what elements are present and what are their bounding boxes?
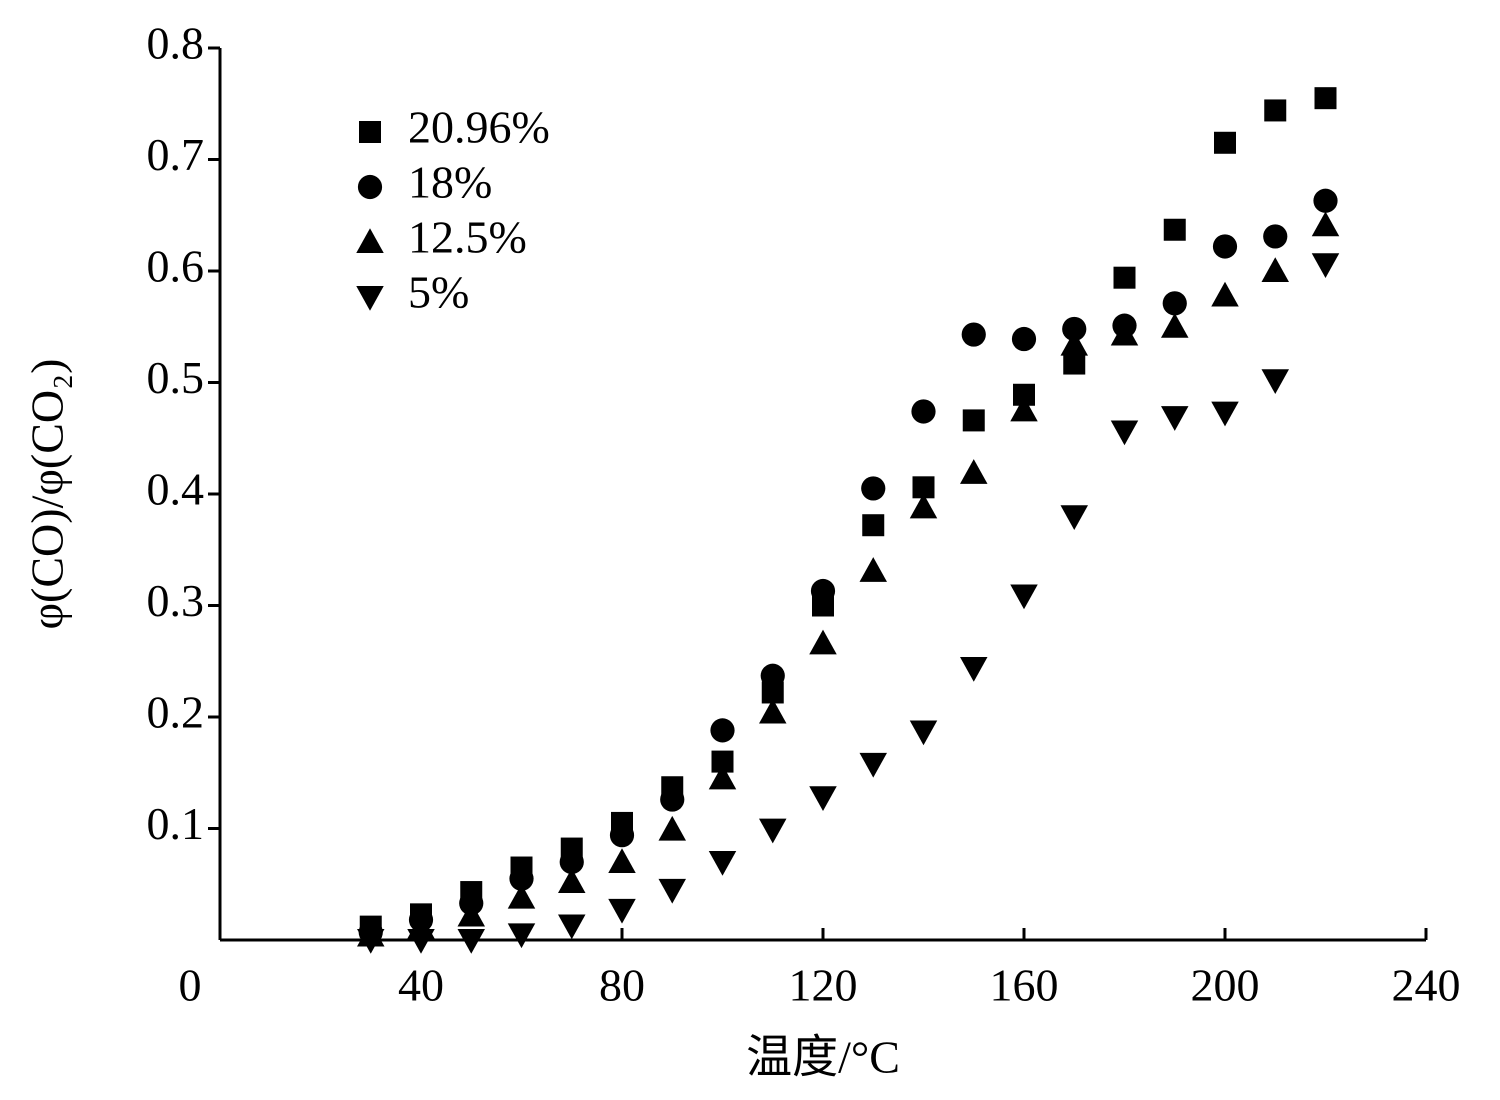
point <box>407 929 435 954</box>
point <box>1163 218 1186 241</box>
point <box>911 399 936 424</box>
y-tick-label: 0.7 <box>147 129 205 180</box>
x-axis-label: 温度/°C <box>746 1032 900 1083</box>
y-tick-label: 0.8 <box>147 18 205 69</box>
point <box>1211 281 1239 307</box>
point <box>1214 131 1236 154</box>
point <box>1113 266 1136 289</box>
point <box>859 752 887 778</box>
legend-label: 20.96% <box>408 102 550 153</box>
point <box>1311 211 1340 237</box>
point <box>1060 505 1088 531</box>
point <box>1110 320 1139 346</box>
point <box>761 681 784 704</box>
point <box>1161 313 1189 338</box>
y-tick-label: 0.2 <box>147 687 205 738</box>
x-tick-label: 200 <box>1191 960 1260 1011</box>
x-tick-label: 240 <box>1392 960 1461 1011</box>
point <box>810 578 836 604</box>
y-tick-label: 0.4 <box>147 464 205 515</box>
point <box>1060 330 1088 356</box>
point <box>608 848 636 873</box>
point <box>909 493 938 519</box>
point <box>609 823 635 848</box>
point <box>559 849 584 875</box>
y-tick-label: 0.1 <box>147 798 205 849</box>
point <box>759 698 787 724</box>
point <box>660 787 685 812</box>
point <box>558 868 586 894</box>
point <box>1311 253 1340 279</box>
point <box>357 929 385 954</box>
x-tick-label: 160 <box>990 960 1059 1011</box>
point <box>708 850 737 876</box>
point <box>1110 420 1139 446</box>
point <box>1010 396 1038 422</box>
point <box>507 883 536 909</box>
point <box>1011 326 1037 352</box>
point <box>558 914 586 940</box>
point <box>912 476 935 499</box>
legend-label: 18% <box>408 157 492 208</box>
point <box>859 557 887 582</box>
point <box>608 898 636 924</box>
point <box>1211 401 1239 427</box>
point <box>1264 99 1287 122</box>
point <box>1261 257 1289 282</box>
point <box>710 718 735 743</box>
x-tick-label: 80 <box>599 960 645 1011</box>
point <box>507 923 536 949</box>
point <box>862 514 885 537</box>
point <box>1161 406 1189 431</box>
point <box>658 815 686 841</box>
point <box>1162 291 1187 316</box>
point <box>962 409 985 432</box>
x-tick-label: 0 <box>179 960 202 1011</box>
point <box>760 663 785 688</box>
y-tick-label: 0.6 <box>147 241 205 292</box>
legend-marker <box>359 121 381 143</box>
point <box>1063 352 1086 375</box>
y-tick-label: 0.3 <box>147 575 205 626</box>
point <box>1314 87 1337 110</box>
point <box>809 629 837 655</box>
legend-label: 5% <box>408 267 469 318</box>
point <box>961 322 986 347</box>
y-axis-label: φ(CO)/φ(CO₂) <box>22 359 73 630</box>
point <box>1062 316 1087 342</box>
point <box>1212 234 1238 259</box>
x-tick-label: 40 <box>398 960 444 1011</box>
point <box>658 878 686 904</box>
point <box>711 750 734 773</box>
point <box>809 786 837 812</box>
point <box>960 459 988 484</box>
point <box>861 476 886 501</box>
point <box>1313 188 1338 213</box>
point <box>457 901 485 927</box>
legend-label: 12.5% <box>408 212 527 263</box>
legend-marker <box>356 286 384 311</box>
point <box>1261 369 1289 395</box>
legend-marker <box>357 174 383 200</box>
point <box>1010 584 1038 610</box>
point <box>909 720 938 746</box>
point <box>1013 383 1035 406</box>
point <box>759 818 787 844</box>
point <box>457 929 485 954</box>
x-tick-label: 120 <box>789 960 858 1011</box>
y-tick-label: 0.5 <box>147 352 205 403</box>
point <box>1263 224 1288 249</box>
point <box>509 866 534 891</box>
point <box>960 656 988 682</box>
point <box>708 764 737 790</box>
legend-marker <box>356 228 384 253</box>
